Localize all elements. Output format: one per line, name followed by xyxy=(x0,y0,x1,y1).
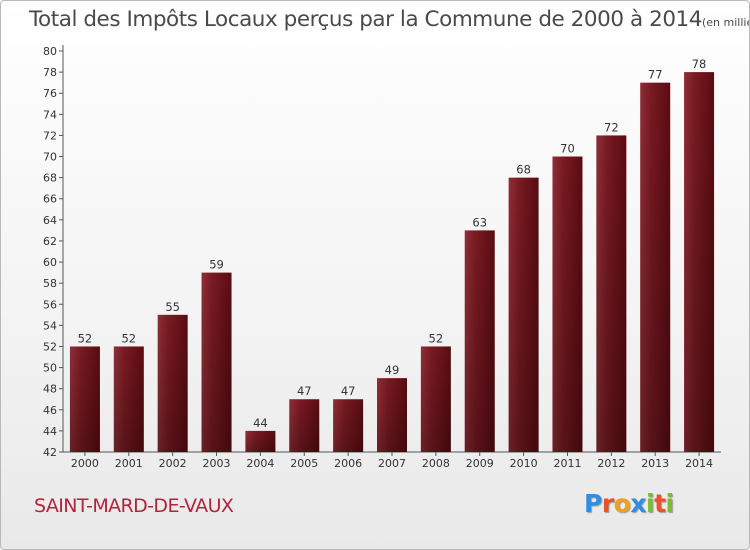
bars xyxy=(69,72,715,453)
bar-shade xyxy=(684,72,715,453)
chart-title-text: Total des Impôts Locaux perçus par la Co… xyxy=(29,7,702,32)
data-label: 72 xyxy=(604,120,619,134)
x-tick-label: 2011 xyxy=(553,457,581,470)
y-tick-label: 78 xyxy=(43,66,57,79)
x-tick-label: 2014 xyxy=(685,457,713,470)
y-tick-label: 80 xyxy=(43,45,57,58)
x-tick-label: 2008 xyxy=(422,457,450,470)
y-tick-label: 54 xyxy=(43,319,57,332)
x-tick-label: 2012 xyxy=(597,457,625,470)
bar-shade xyxy=(377,378,407,452)
logo-letter: P xyxy=(584,489,602,518)
data-label: 47 xyxy=(297,384,312,398)
chart-title: Total des Impôts Locaux perçus par la Co… xyxy=(29,7,749,32)
x-tick-label: 2009 xyxy=(466,457,494,470)
bar-shade xyxy=(289,399,320,452)
bar-shade xyxy=(201,272,232,452)
data-label: 63 xyxy=(472,215,487,229)
x-tick-label: 2003 xyxy=(203,457,231,470)
y-tick-label: 46 xyxy=(43,404,57,417)
y-tick-label: 64 xyxy=(43,214,57,227)
bar-shade xyxy=(420,346,451,452)
y-tick-label: 74 xyxy=(43,108,57,121)
data-label: 47 xyxy=(341,384,356,398)
y-tick-label: 52 xyxy=(43,340,57,353)
logo-letter: i xyxy=(646,489,655,518)
bar-shade xyxy=(596,135,627,452)
bar-shade xyxy=(113,346,144,452)
data-label: 52 xyxy=(429,331,444,345)
commune-name: SAINT-MARD-DE-VAUX xyxy=(34,495,234,517)
bar-shade xyxy=(157,314,188,452)
data-label: 78 xyxy=(692,57,707,71)
data-label: 52 xyxy=(121,331,136,345)
x-tick-label: 2004 xyxy=(246,457,274,470)
bar-shade xyxy=(552,156,583,453)
x-tick-label: 2005 xyxy=(290,457,318,470)
y-tick-label: 56 xyxy=(43,298,57,311)
bar-shade xyxy=(333,399,364,452)
proxiti-logo: Proxiti xyxy=(584,489,674,518)
bar-shade xyxy=(69,346,100,452)
x-tick-label: 2006 xyxy=(334,457,362,470)
x-tick-label: 2002 xyxy=(159,457,187,470)
x-tick-label: 2001 xyxy=(115,457,143,470)
y-tick-label: 58 xyxy=(43,277,57,290)
data-label: 49 xyxy=(385,363,400,377)
y-tick-label: 42 xyxy=(43,446,57,459)
y-tick-label: 60 xyxy=(43,256,57,269)
bar-shade xyxy=(508,177,539,452)
axes: 42 44 46 48 50 52 54 56 58 60 62 64 66 68 70 72 74 76 78 80… xyxy=(43,45,721,470)
data-label: 68 xyxy=(516,163,531,177)
data-labels: 52 52 55 59 44 47 47 49 52 63 68 70 72 77 78 xyxy=(78,57,707,430)
y-tick-label: 48 xyxy=(43,383,57,396)
y-tick-label: 70 xyxy=(43,151,57,164)
data-label: 59 xyxy=(209,258,224,272)
data-label: 52 xyxy=(78,331,93,345)
y-tick-label: 50 xyxy=(43,362,57,375)
logo-letter: t xyxy=(654,489,666,518)
y-tick-label: 68 xyxy=(43,172,57,185)
chart-unit-note: (en milliers d'€) xyxy=(702,16,749,29)
x-tick-label: 2013 xyxy=(641,457,669,470)
logo-letter: i xyxy=(665,489,675,518)
bar-shade xyxy=(245,430,276,452)
x-tick-label: 2000 xyxy=(71,457,99,470)
y-tick-label: 76 xyxy=(43,87,57,100)
y-tick-label: 44 xyxy=(43,425,57,438)
y-tick-label: 66 xyxy=(43,193,57,206)
y-tick-label: 62 xyxy=(43,235,57,248)
bar-shade xyxy=(640,82,671,452)
data-label: 70 xyxy=(560,142,575,156)
data-label: 77 xyxy=(648,68,663,82)
data-label: 44 xyxy=(253,416,268,430)
x-tick-label: 2010 xyxy=(510,457,538,470)
x-tick-label: 2007 xyxy=(378,457,406,470)
data-label: 55 xyxy=(165,300,180,314)
y-tick-label: 72 xyxy=(43,129,57,142)
logo-letter: o xyxy=(613,489,631,518)
logo-letter: x xyxy=(630,489,646,518)
logo-letter: r xyxy=(601,489,614,518)
bar-shade xyxy=(464,230,495,452)
